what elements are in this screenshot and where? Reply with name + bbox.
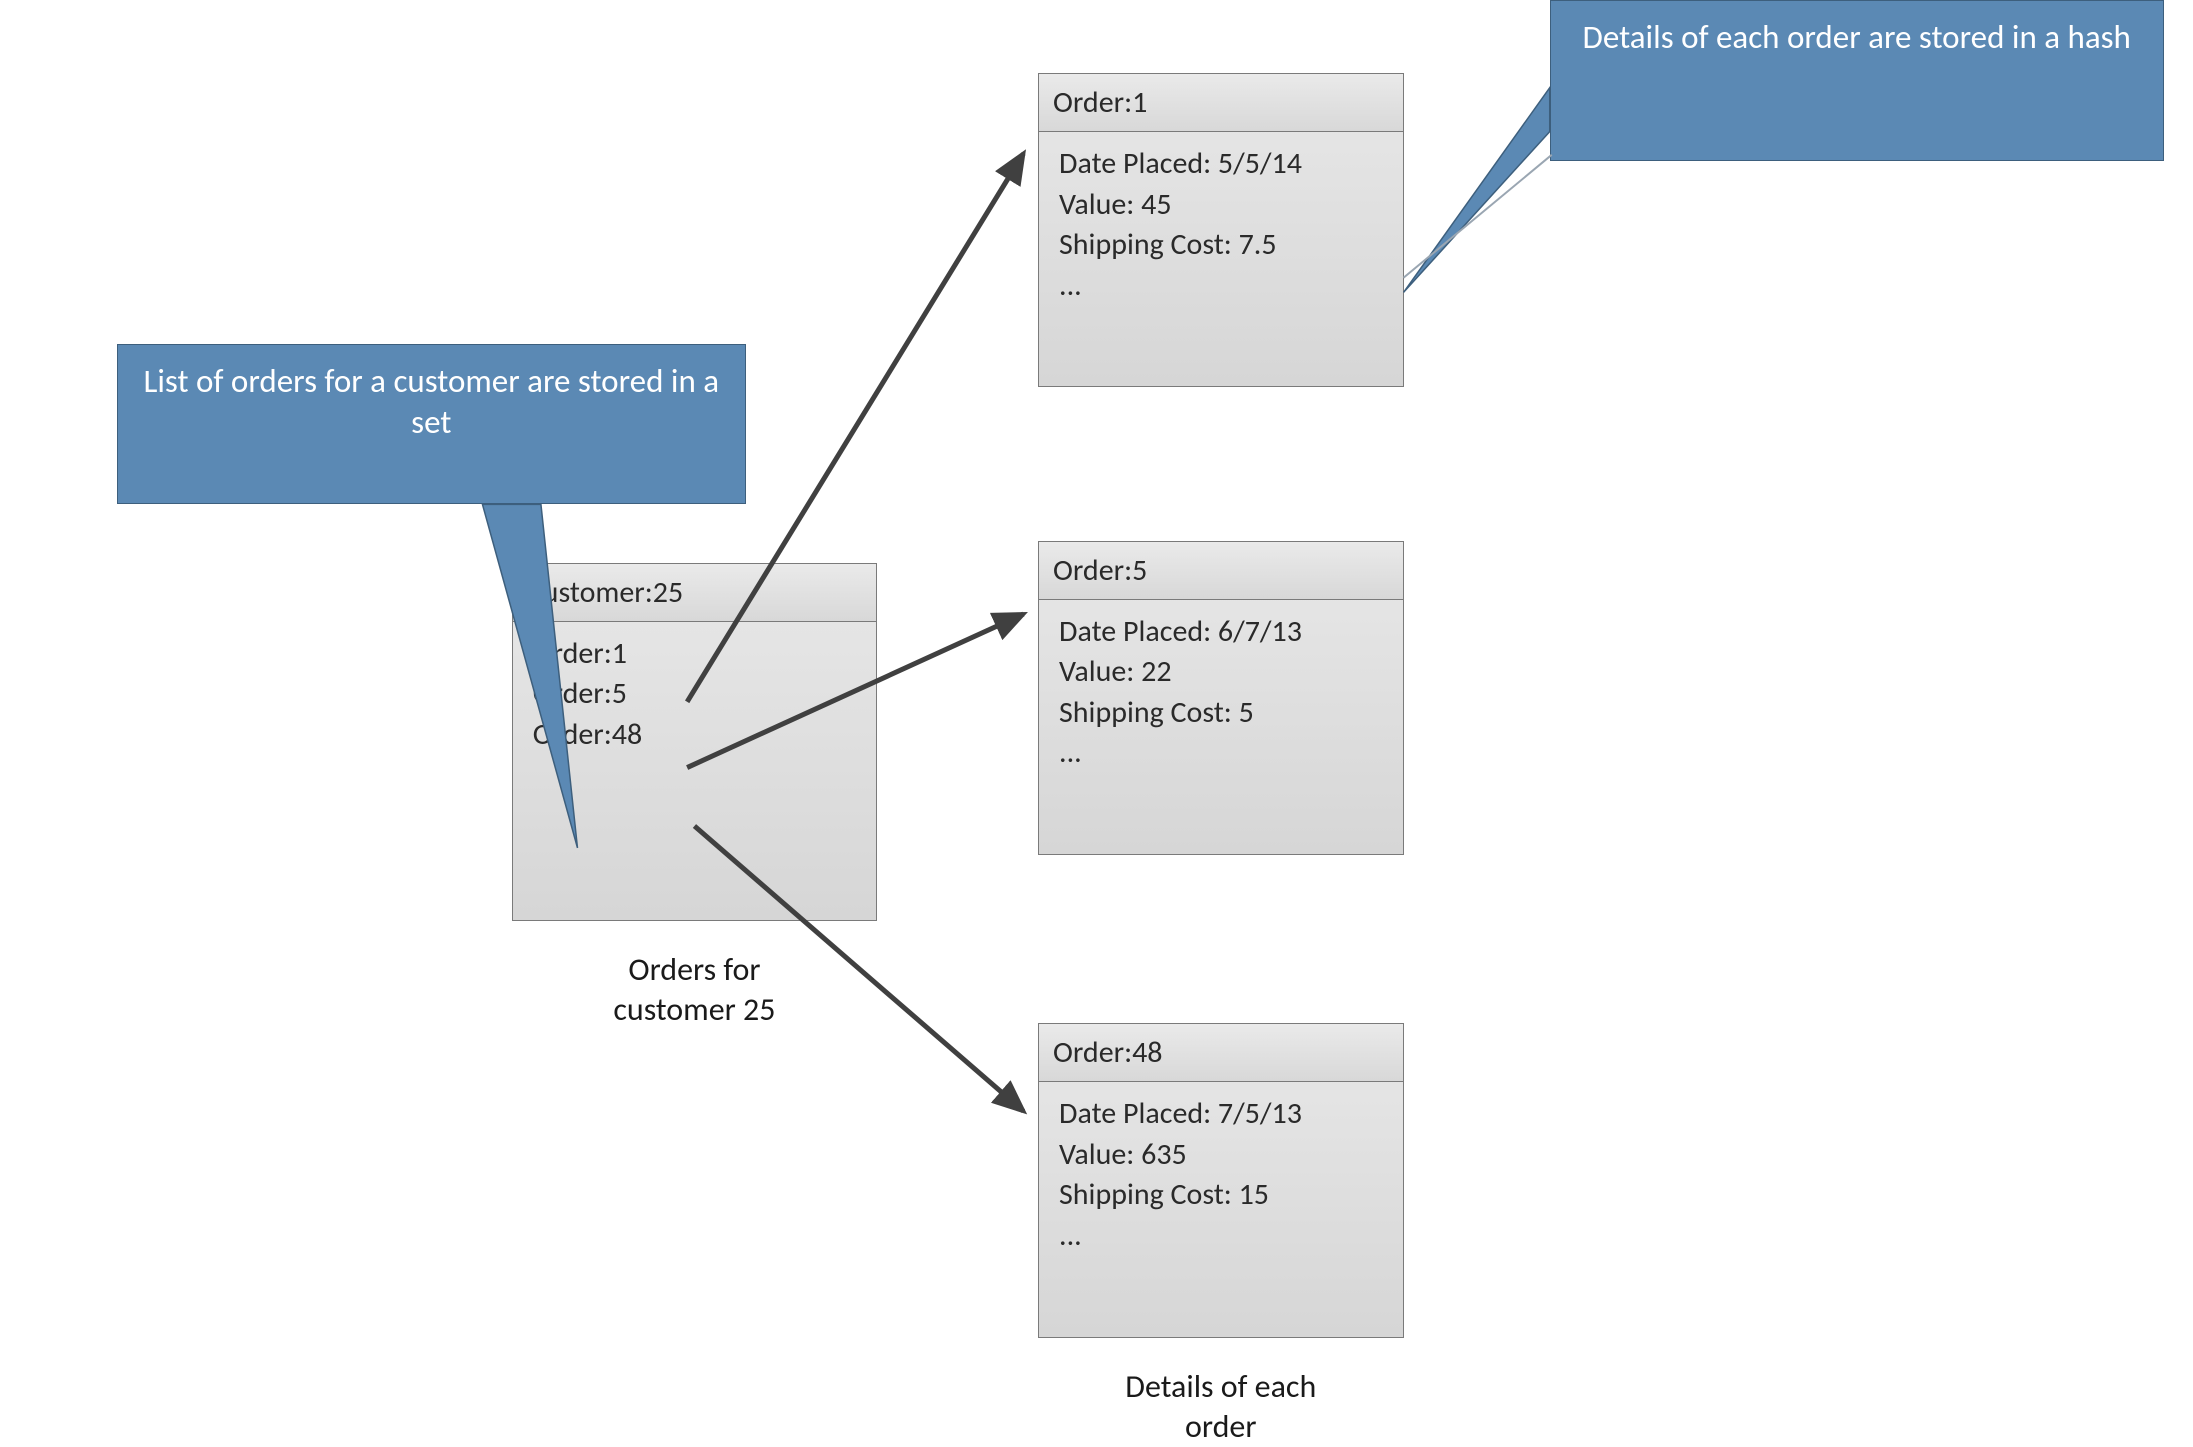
customer-order-item: Order:48 [533, 715, 863, 756]
order-field: Value: 635 [1059, 1135, 1389, 1176]
order-hash-box: Order:5 Date Placed: 6/7/13 Value: 22 Sh… [1038, 541, 1404, 855]
order-box-body: Date Placed: 5/5/14 Value: 45 Shipping C… [1039, 132, 1403, 316]
order-field: ... [1059, 1216, 1389, 1257]
order-field: Shipping Cost: 5 [1059, 693, 1389, 734]
order-field: ... [1059, 266, 1389, 307]
caption-line: customer 25 [519, 990, 870, 1030]
order-field: Date Placed: 5/5/14 [1059, 144, 1389, 185]
customer-box-body: Order:1 Order:5 Order:48 [513, 622, 877, 766]
caption-line: order [1053, 1407, 1389, 1447]
callout-hash-text: Details of each order are stored in a ha… [1583, 17, 2131, 57]
caption-line: Orders for [519, 950, 870, 990]
customer-set-box: Customer:25 Order:1 Order:5 Order:48 [512, 563, 878, 921]
order-box-header: Order:1 [1039, 74, 1403, 132]
order-field: ... [1059, 733, 1389, 774]
diagram-canvas: List of orders for a customer are stored… [0, 0, 2193, 1344]
order-box-body: Date Placed: 6/7/13 Value: 22 Shipping C… [1039, 600, 1403, 784]
order-field: Value: 45 [1059, 185, 1389, 226]
order-field: Shipping Cost: 15 [1059, 1175, 1389, 1216]
order-box-header: Order:48 [1039, 1024, 1403, 1082]
callout-set: List of orders for a customer are stored… [117, 344, 746, 505]
order-field: Value: 22 [1059, 652, 1389, 693]
callout-tail-right [1404, 88, 1550, 293]
callout-set-text: List of orders for a customer are stored… [143, 361, 719, 442]
callout-hash: Details of each order are stored in a ha… [1550, 0, 2164, 161]
caption-line: Details of each [1053, 1367, 1389, 1407]
order-hash-box: Order:1 Date Placed: 5/5/14 Value: 45 Sh… [1038, 73, 1404, 387]
customer-box-header: Customer:25 [513, 564, 877, 622]
order-box-body: Date Placed: 7/5/13 Value: 635 Shipping … [1039, 1082, 1403, 1266]
customer-order-item: Order:1 [533, 634, 863, 675]
order-hash-box: Order:48 Date Placed: 7/5/13 Value: 635 … [1038, 1023, 1404, 1337]
order-field: Date Placed: 6/7/13 [1059, 612, 1389, 653]
order-field: Shipping Cost: 7.5 [1059, 225, 1389, 266]
order-field: Date Placed: 7/5/13 [1059, 1094, 1389, 1135]
customer-order-item: Order:5 [533, 674, 863, 715]
customer-caption: Orders for customer 25 [519, 950, 870, 1030]
order-box-header: Order:5 [1039, 542, 1403, 600]
callout-connector [1404, 155, 1552, 278]
orders-caption: Details of each order [1053, 1367, 1389, 1447]
